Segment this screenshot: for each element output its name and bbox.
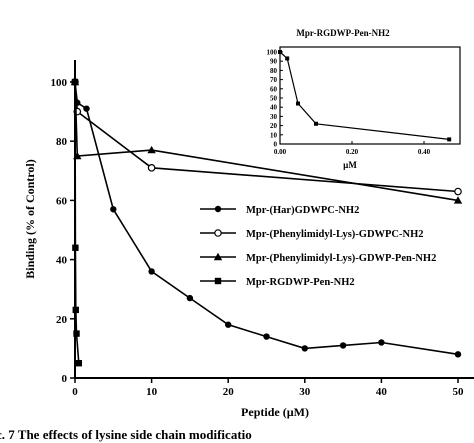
- inset-y-tick-label: 50: [270, 95, 278, 103]
- inset-series: [278, 50, 452, 142]
- inset-y-tick-label: 100: [267, 49, 278, 57]
- main-y-tick-label: 0: [62, 373, 68, 385]
- main-x-tick-label: 50: [453, 386, 465, 398]
- series-point-4: [73, 330, 80, 337]
- main-y-tick-label: 100: [51, 77, 68, 89]
- series-point-1: [454, 351, 462, 358]
- inset-series-point: [447, 137, 452, 142]
- series-point-2: [454, 187, 462, 196]
- inset-y-tick-label: 70: [270, 76, 278, 84]
- inset-y-tick-label: 90: [270, 58, 278, 66]
- main-x-ticks: 0 10 20 30 40 50: [72, 378, 464, 398]
- legend-label-2: Mpr-(Phenylimidyl-Lys)-GDWPC-NH2: [246, 229, 424, 240]
- series-line-2: [74, 81, 459, 193]
- series-point-1: [110, 206, 117, 213]
- legend-marker-3: [213, 252, 223, 261]
- inset-series-point: [296, 101, 300, 106]
- series-point-4: [75, 360, 83, 367]
- inset-x-ticks: 0.00 0.20 0.40: [274, 141, 431, 156]
- main-y-tick-label: 40: [56, 255, 68, 267]
- main-x-tick-label: 20: [223, 386, 235, 398]
- main-series: [70, 77, 463, 367]
- main-y-axis-title: Binding (% of Control): [23, 159, 37, 278]
- inset-y-tick-label: 30: [270, 113, 278, 121]
- inset-series-point: [285, 56, 290, 61]
- inset-y-tick-label: 20: [270, 122, 278, 130]
- series-point-1: [301, 345, 308, 352]
- inset-x-tick-label: 0.00: [274, 148, 287, 156]
- series-point-1: [83, 105, 90, 112]
- main-y-tick-label: 20: [56, 314, 68, 326]
- series-line-1: [74, 81, 459, 356]
- series-point-1: [263, 333, 270, 340]
- main-y-tick-label: 60: [56, 195, 68, 207]
- series-point-3: [147, 145, 156, 154]
- inset-series-point: [278, 50, 282, 54]
- legend: Mpr-(Har)GDWPC-NH2 Mpr-(Phenylimidyl-Lys)…: [200, 205, 436, 288]
- inset-x-tick-label: 0.40: [418, 148, 431, 156]
- series-point-2: [147, 164, 156, 172]
- inset-x-axis-title: µM: [343, 160, 357, 170]
- inset-y-tick-label: 40: [270, 104, 278, 112]
- legend-marker-4: [214, 277, 222, 285]
- series-point-1: [148, 268, 155, 275]
- inset-y-tick-label: 10: [270, 131, 278, 139]
- main-x-tick-label: 40: [376, 386, 388, 398]
- series-point-1: [186, 294, 194, 302]
- main-x-tick-label: 0: [72, 386, 78, 398]
- legend-label-1: Mpr-(Har)GDWPC-NH2: [246, 205, 359, 216]
- figure-caption: c. 7 The effects of lysine side chain mo…: [0, 427, 252, 442]
- main-x-axis-title: Peptide (µM): [241, 405, 309, 419]
- series-point-4: [72, 306, 79, 314]
- main-y-tick-label: 80: [56, 136, 68, 148]
- legend-label-3: Mpr-(Phenylimidyl-Lys)-GDWP-Pen-NH2: [246, 253, 436, 264]
- inset-plot-frame: [279, 46, 461, 145]
- legend-marker-2: [214, 229, 222, 237]
- series-point-3: [453, 196, 463, 204]
- inset-y-tick-label: 0: [274, 141, 278, 149]
- main-y-ticks: 0 20 40 60 80 100: [51, 77, 75, 385]
- legend-marker-1: [214, 205, 222, 213]
- inset-series-point: [314, 121, 318, 126]
- inset-series-line: [279, 51, 450, 140]
- series-line-3: [74, 81, 459, 202]
- series-point-1: [378, 339, 385, 346]
- main-x-tick-label: 30: [299, 386, 311, 398]
- series-point-1: [339, 342, 347, 349]
- series-point-4: [72, 244, 79, 251]
- inset-title: Mpr-RGDWP-Pen-NH2: [296, 28, 390, 38]
- inset-y-tick-label: 60: [270, 85, 278, 93]
- main-x-tick-label: 10: [146, 386, 158, 398]
- inset-y-tick-label: 80: [270, 67, 278, 75]
- inset-x-tick-label: 0.20: [346, 148, 359, 156]
- series-point-1: [225, 321, 232, 328]
- series-point-4: [71, 78, 79, 86]
- legend-label-4: Mpr-RGDWP-Pen-NH2: [246, 277, 355, 288]
